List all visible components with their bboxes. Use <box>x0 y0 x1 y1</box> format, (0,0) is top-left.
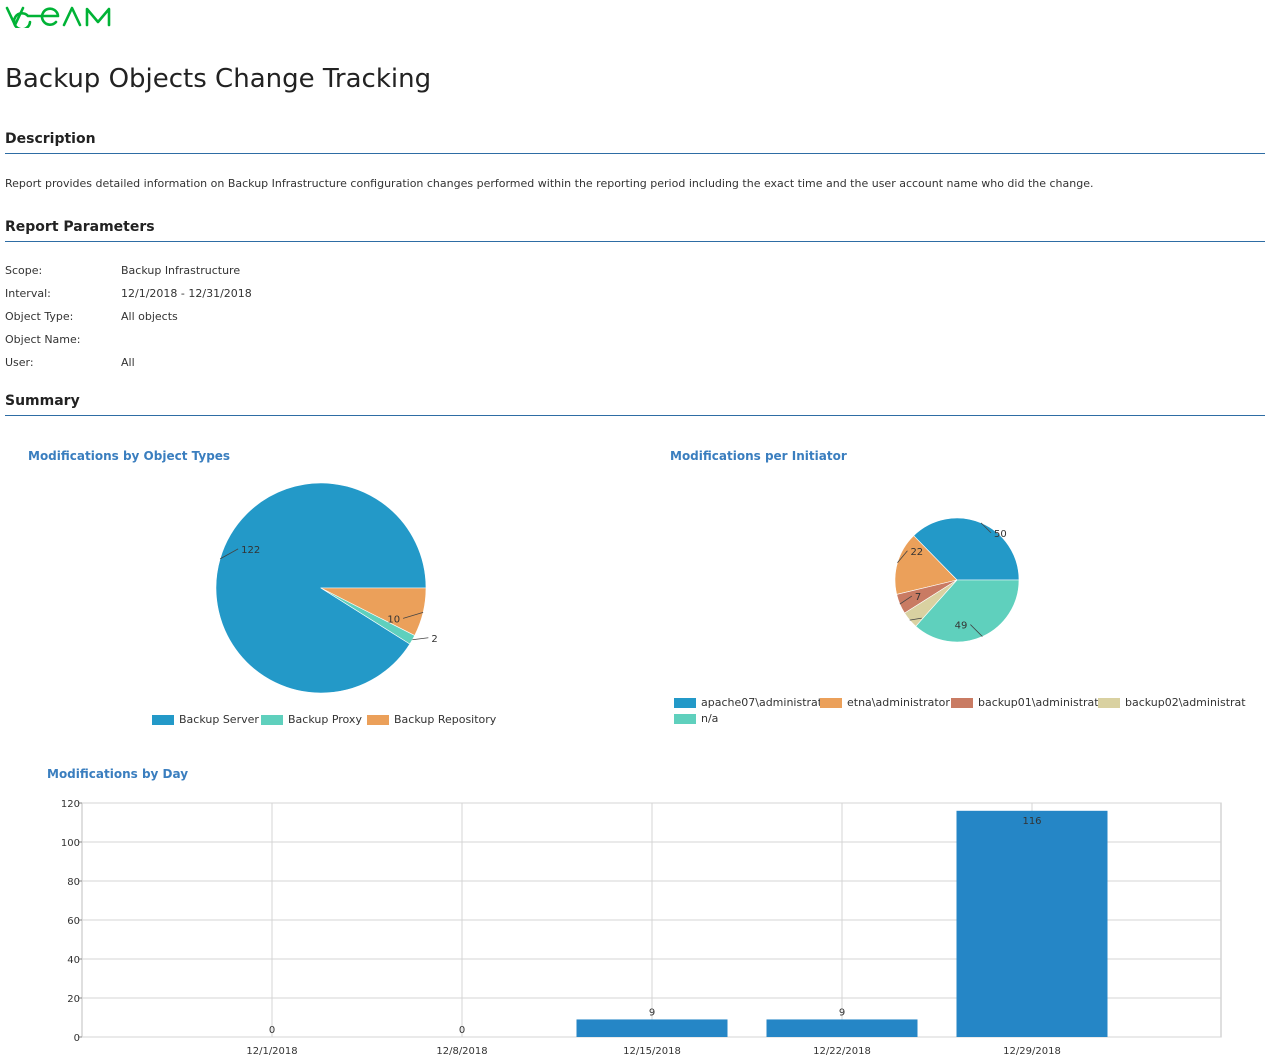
bar <box>956 810 1108 1037</box>
y-tick-label: 100 <box>61 838 80 849</box>
object-types-chart-title: Modifications by Object Types <box>28 449 231 463</box>
y-tick-label: 80 <box>67 877 80 888</box>
param-label: Object Name: <box>5 333 81 346</box>
legend-swatch <box>674 714 696 724</box>
initiator-chart-title: Modifications per Initiator <box>670 449 847 463</box>
by-day-chart-title: Modifications by Day <box>47 767 189 781</box>
legend-swatch <box>1098 698 1120 708</box>
legend-label: etna\administrator <box>847 696 950 709</box>
y-tick-label: 0 <box>74 1033 80 1044</box>
pie-data-label: 22 <box>910 547 923 558</box>
pie-data-label: 2 <box>431 634 437 645</box>
param-value: All <box>121 356 135 369</box>
pie-data-label: 10 <box>387 614 400 625</box>
param-label: Scope: <box>5 264 43 277</box>
y-tick-label: 60 <box>67 916 80 927</box>
legend-label: Backup Repository <box>394 713 497 726</box>
bar <box>766 1019 918 1037</box>
param-label: Object Type: <box>5 310 74 323</box>
page-title: Backup Objects Change Tracking <box>5 64 432 94</box>
bar <box>576 1019 728 1037</box>
x-tick-label: 12/15/2018 <box>623 1046 681 1057</box>
description-heading: Description <box>5 131 1265 154</box>
y-tick-label: 20 <box>67 994 80 1005</box>
x-tick-label: 12/22/2018 <box>813 1046 871 1057</box>
legend-label: backup02\administrat <box>1125 696 1246 709</box>
legend-label: Backup Server <box>179 713 259 726</box>
pie-leader-line <box>219 548 239 560</box>
pie-leader-line <box>899 595 913 605</box>
pie-leader-line <box>403 612 424 619</box>
legend-swatch <box>951 698 973 708</box>
x-tick-label: 12/1/2018 <box>246 1046 297 1057</box>
legend-swatch <box>152 715 174 725</box>
pie-data-label: 49 <box>955 621 968 632</box>
x-tick-label: 12/8/2018 <box>436 1046 487 1057</box>
object-types-legend: Backup Server Backup Proxy Backup Reposi… <box>152 713 512 729</box>
y-tick-label: 120 <box>61 799 80 810</box>
legend-label: Backup Proxy <box>288 713 362 726</box>
legend-label: backup01\administrat <box>978 696 1099 709</box>
param-value: 12/1/2018 - 12/31/2018 <box>121 287 252 300</box>
summary-heading: Summary <box>5 393 1265 416</box>
legend-label: apache07\administrat <box>701 696 823 709</box>
initiator-legend: apache07\administrat etna\administrator … <box>674 696 1264 730</box>
param-label: User: <box>5 356 34 369</box>
bar-data-label: 9 <box>649 1007 655 1018</box>
param-label: Interval: <box>5 287 51 300</box>
legend-swatch <box>261 715 283 725</box>
pie-data-label: 7 <box>915 592 921 603</box>
bar-data-label: 116 <box>1022 816 1041 827</box>
pie-leader-line <box>897 550 908 564</box>
object-types-pie-chart: 122 2 10 <box>215 482 438 694</box>
y-tick-label: 40 <box>67 955 80 966</box>
param-value: All objects <box>121 310 178 323</box>
by-day-bar-chart: 0 20 40 60 80 100 120 0 12/1/2018 0 12/8/2018 9 12/1… <box>61 799 1222 1057</box>
pie-data-label: 122 <box>241 545 260 556</box>
legend-label: n/a <box>701 712 719 725</box>
bar-data-label: 9 <box>839 1007 845 1018</box>
description-text: Report provides detailed information on … <box>5 177 1094 190</box>
bar-data-label: 0 <box>459 1025 465 1036</box>
veeam-logo <box>5 4 120 28</box>
pie-leader-line <box>970 624 983 637</box>
legend-swatch <box>820 698 842 708</box>
pie-slice <box>894 535 958 595</box>
pie-leader-line <box>980 522 992 534</box>
pie-leader-line <box>909 617 922 621</box>
bar-data-label: 0 <box>269 1025 275 1036</box>
x-tick-label: 12/29/2018 <box>1003 1046 1061 1057</box>
param-value: Backup Infrastructure <box>121 264 241 277</box>
legend-swatch <box>367 715 389 725</box>
initiator-pie-chart: 50227649 <box>894 517 1020 643</box>
pie-data-label: 50 <box>994 529 1007 540</box>
report-parameters-heading: Report Parameters <box>5 219 1265 242</box>
veeam-logo-image <box>5 6 111 28</box>
legend-swatch <box>674 698 696 708</box>
pie-leader-line <box>412 637 429 641</box>
